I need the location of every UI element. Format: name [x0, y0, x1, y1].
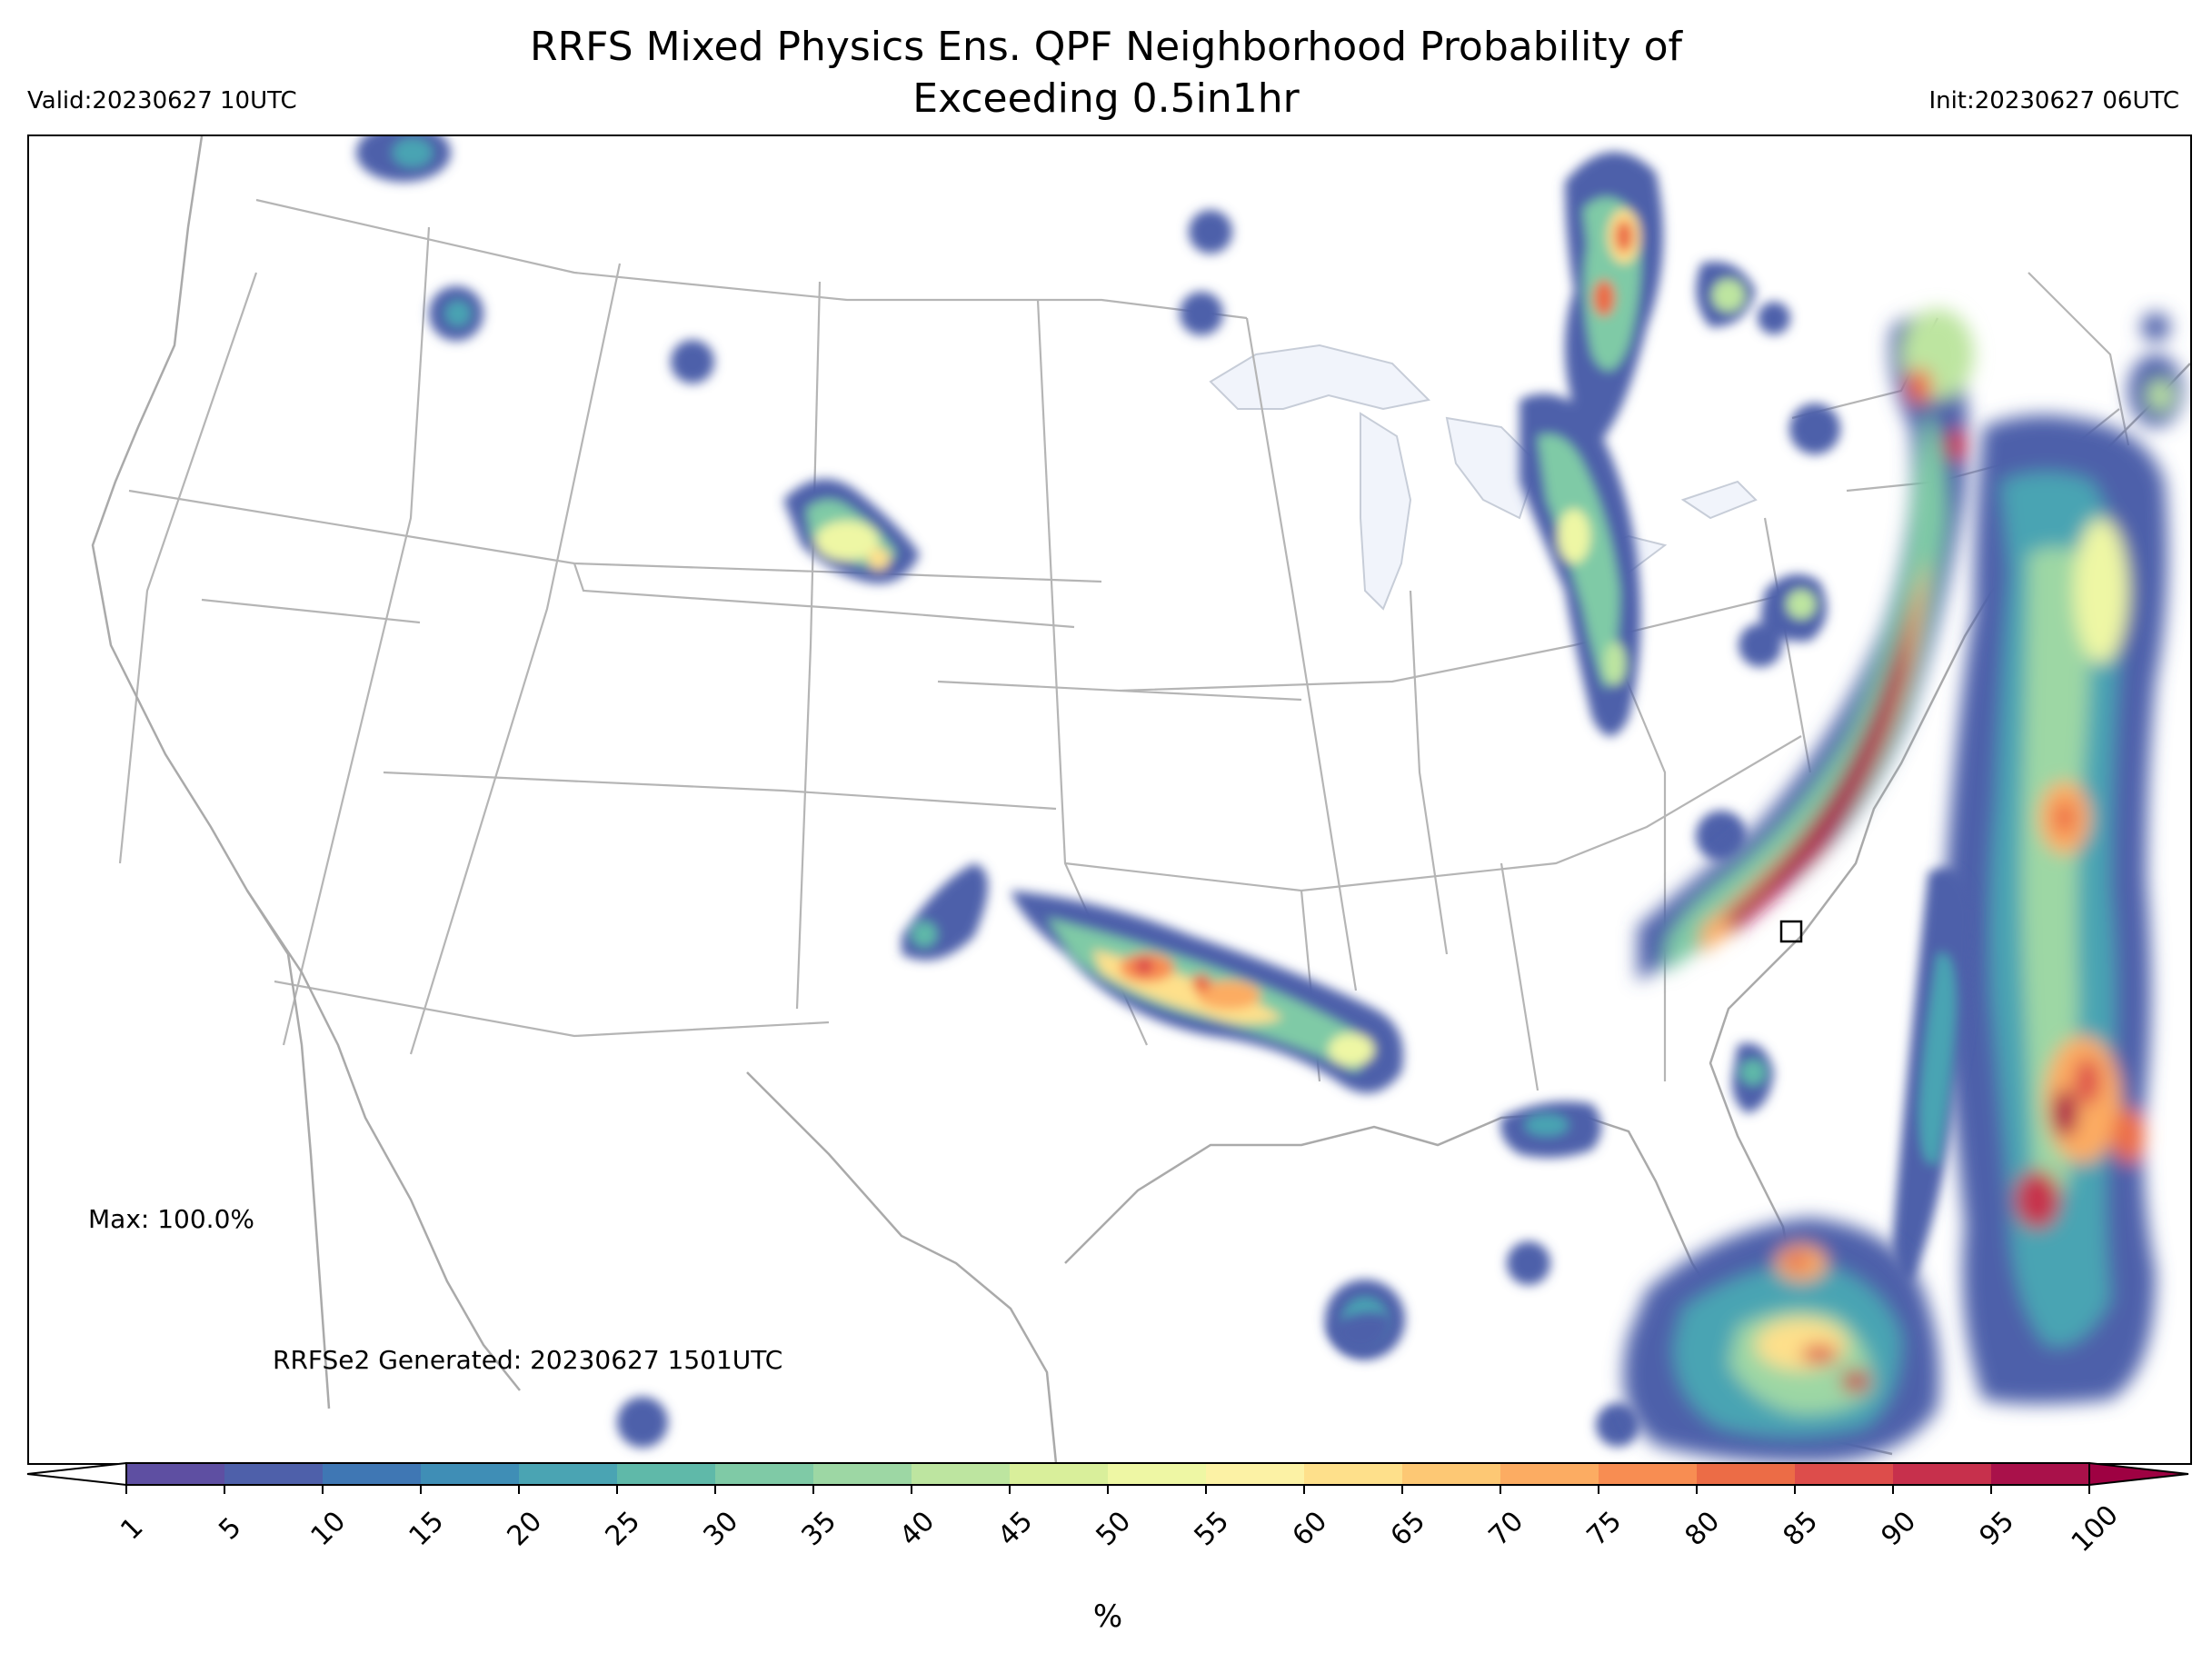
colorbar-cell — [1599, 1463, 1698, 1485]
great-lakes — [1209, 344, 1758, 611]
colorbar-tick-label: 15 — [403, 1505, 450, 1552]
generated-time-annotation: RRFSe2 Generated: 20230627 1501UTC — [273, 1345, 783, 1375]
colorbar-cell — [224, 1463, 324, 1485]
colorbar-under-arrow — [26, 1461, 127, 1487]
colorbar-cell — [813, 1463, 912, 1485]
colorbar-tick-label: 55 — [1188, 1505, 1235, 1552]
colorbar-cell — [617, 1463, 716, 1485]
colorbar-unit-label: % — [1093, 1598, 1122, 1635]
colorbar-cell — [519, 1463, 618, 1485]
colorbar-cell — [1697, 1463, 1796, 1485]
colorbar-cell — [1500, 1463, 1599, 1485]
colorbar-cells — [126, 1463, 2090, 1485]
map-canvas — [91, 136, 2190, 1463]
colorbar-cell — [1010, 1463, 1109, 1485]
political-borders — [118, 198, 2130, 1091]
colorbar-cell — [421, 1463, 520, 1485]
colorbar-tick-label: 45 — [991, 1505, 1039, 1552]
colorbar-tick-label: 90 — [1875, 1505, 1922, 1552]
colorbar-ticks: 1 5 10 15 20 25 30 35 40 45 50 55 60 65 70 75 80 85 90 95 10… — [115, 1485, 2125, 1558]
colorbar-tick-label: 70 — [1482, 1505, 1529, 1552]
colorbar-cell — [1795, 1463, 1894, 1485]
colorbar-cell — [1206, 1463, 1305, 1485]
colorbar-over-arrow — [2088, 1461, 2189, 1487]
colorbar-tick-label: 65 — [1384, 1505, 1431, 1552]
map-panel: Max: 100.0% RRFSe2 Generated: 20230627 1… — [27, 134, 2192, 1465]
colorbar-cell — [1304, 1463, 1403, 1485]
colorbar-tick-label: 40 — [893, 1505, 941, 1552]
colorbar-cell — [323, 1463, 422, 1485]
colorbar-tick-label: 80 — [1679, 1505, 1726, 1552]
colorbar-tick-label: 35 — [795, 1505, 842, 1552]
colorbar-cell — [715, 1463, 814, 1485]
colorbar-tick-label: 20 — [501, 1505, 548, 1552]
colorbar-tick-label: 1 — [115, 1511, 149, 1546]
colorbar-cell — [1893, 1463, 1992, 1485]
colorbar-tick-label: 100 — [2066, 1499, 2125, 1558]
chart-title-line-1: RRFS Mixed Physics Ens. QPF Neighborhood… — [529, 24, 1683, 70]
valid-time-label: Valid:20230627 10UTC — [27, 87, 297, 115]
colorbar-outline — [125, 1462, 2090, 1486]
probability-field — [356, 136, 2183, 1463]
colorbar-tick-label: 5 — [213, 1511, 247, 1546]
init-time-label: Init:20230627 06UTC — [1928, 87, 2179, 115]
colorbar-tick-label: 60 — [1286, 1505, 1333, 1552]
max-value-annotation: Max: 100.0% — [88, 1204, 254, 1234]
colorbar-cell — [1402, 1463, 1501, 1485]
colorbar-cell — [1108, 1463, 1207, 1485]
colorbar-cell — [126, 1463, 225, 1485]
colorbar-tick-label: 25 — [599, 1505, 646, 1552]
max-location-marker — [1779, 920, 1803, 943]
colorbar-tick-label: 10 — [304, 1505, 352, 1552]
chart-title-line-2: Exceeding 0.5in1hr — [912, 75, 1300, 122]
colorbar-tick-label: 50 — [1090, 1505, 1137, 1552]
colorbar-cell — [1991, 1463, 2090, 1485]
colorbar-tick-label: 85 — [1777, 1505, 1824, 1552]
colorbar-cell — [912, 1463, 1011, 1485]
colorbar-tick-label: 30 — [697, 1505, 744, 1552]
colorbar-tick-label: 75 — [1580, 1505, 1628, 1552]
colorbar-tick-label: 95 — [1973, 1505, 2020, 1552]
